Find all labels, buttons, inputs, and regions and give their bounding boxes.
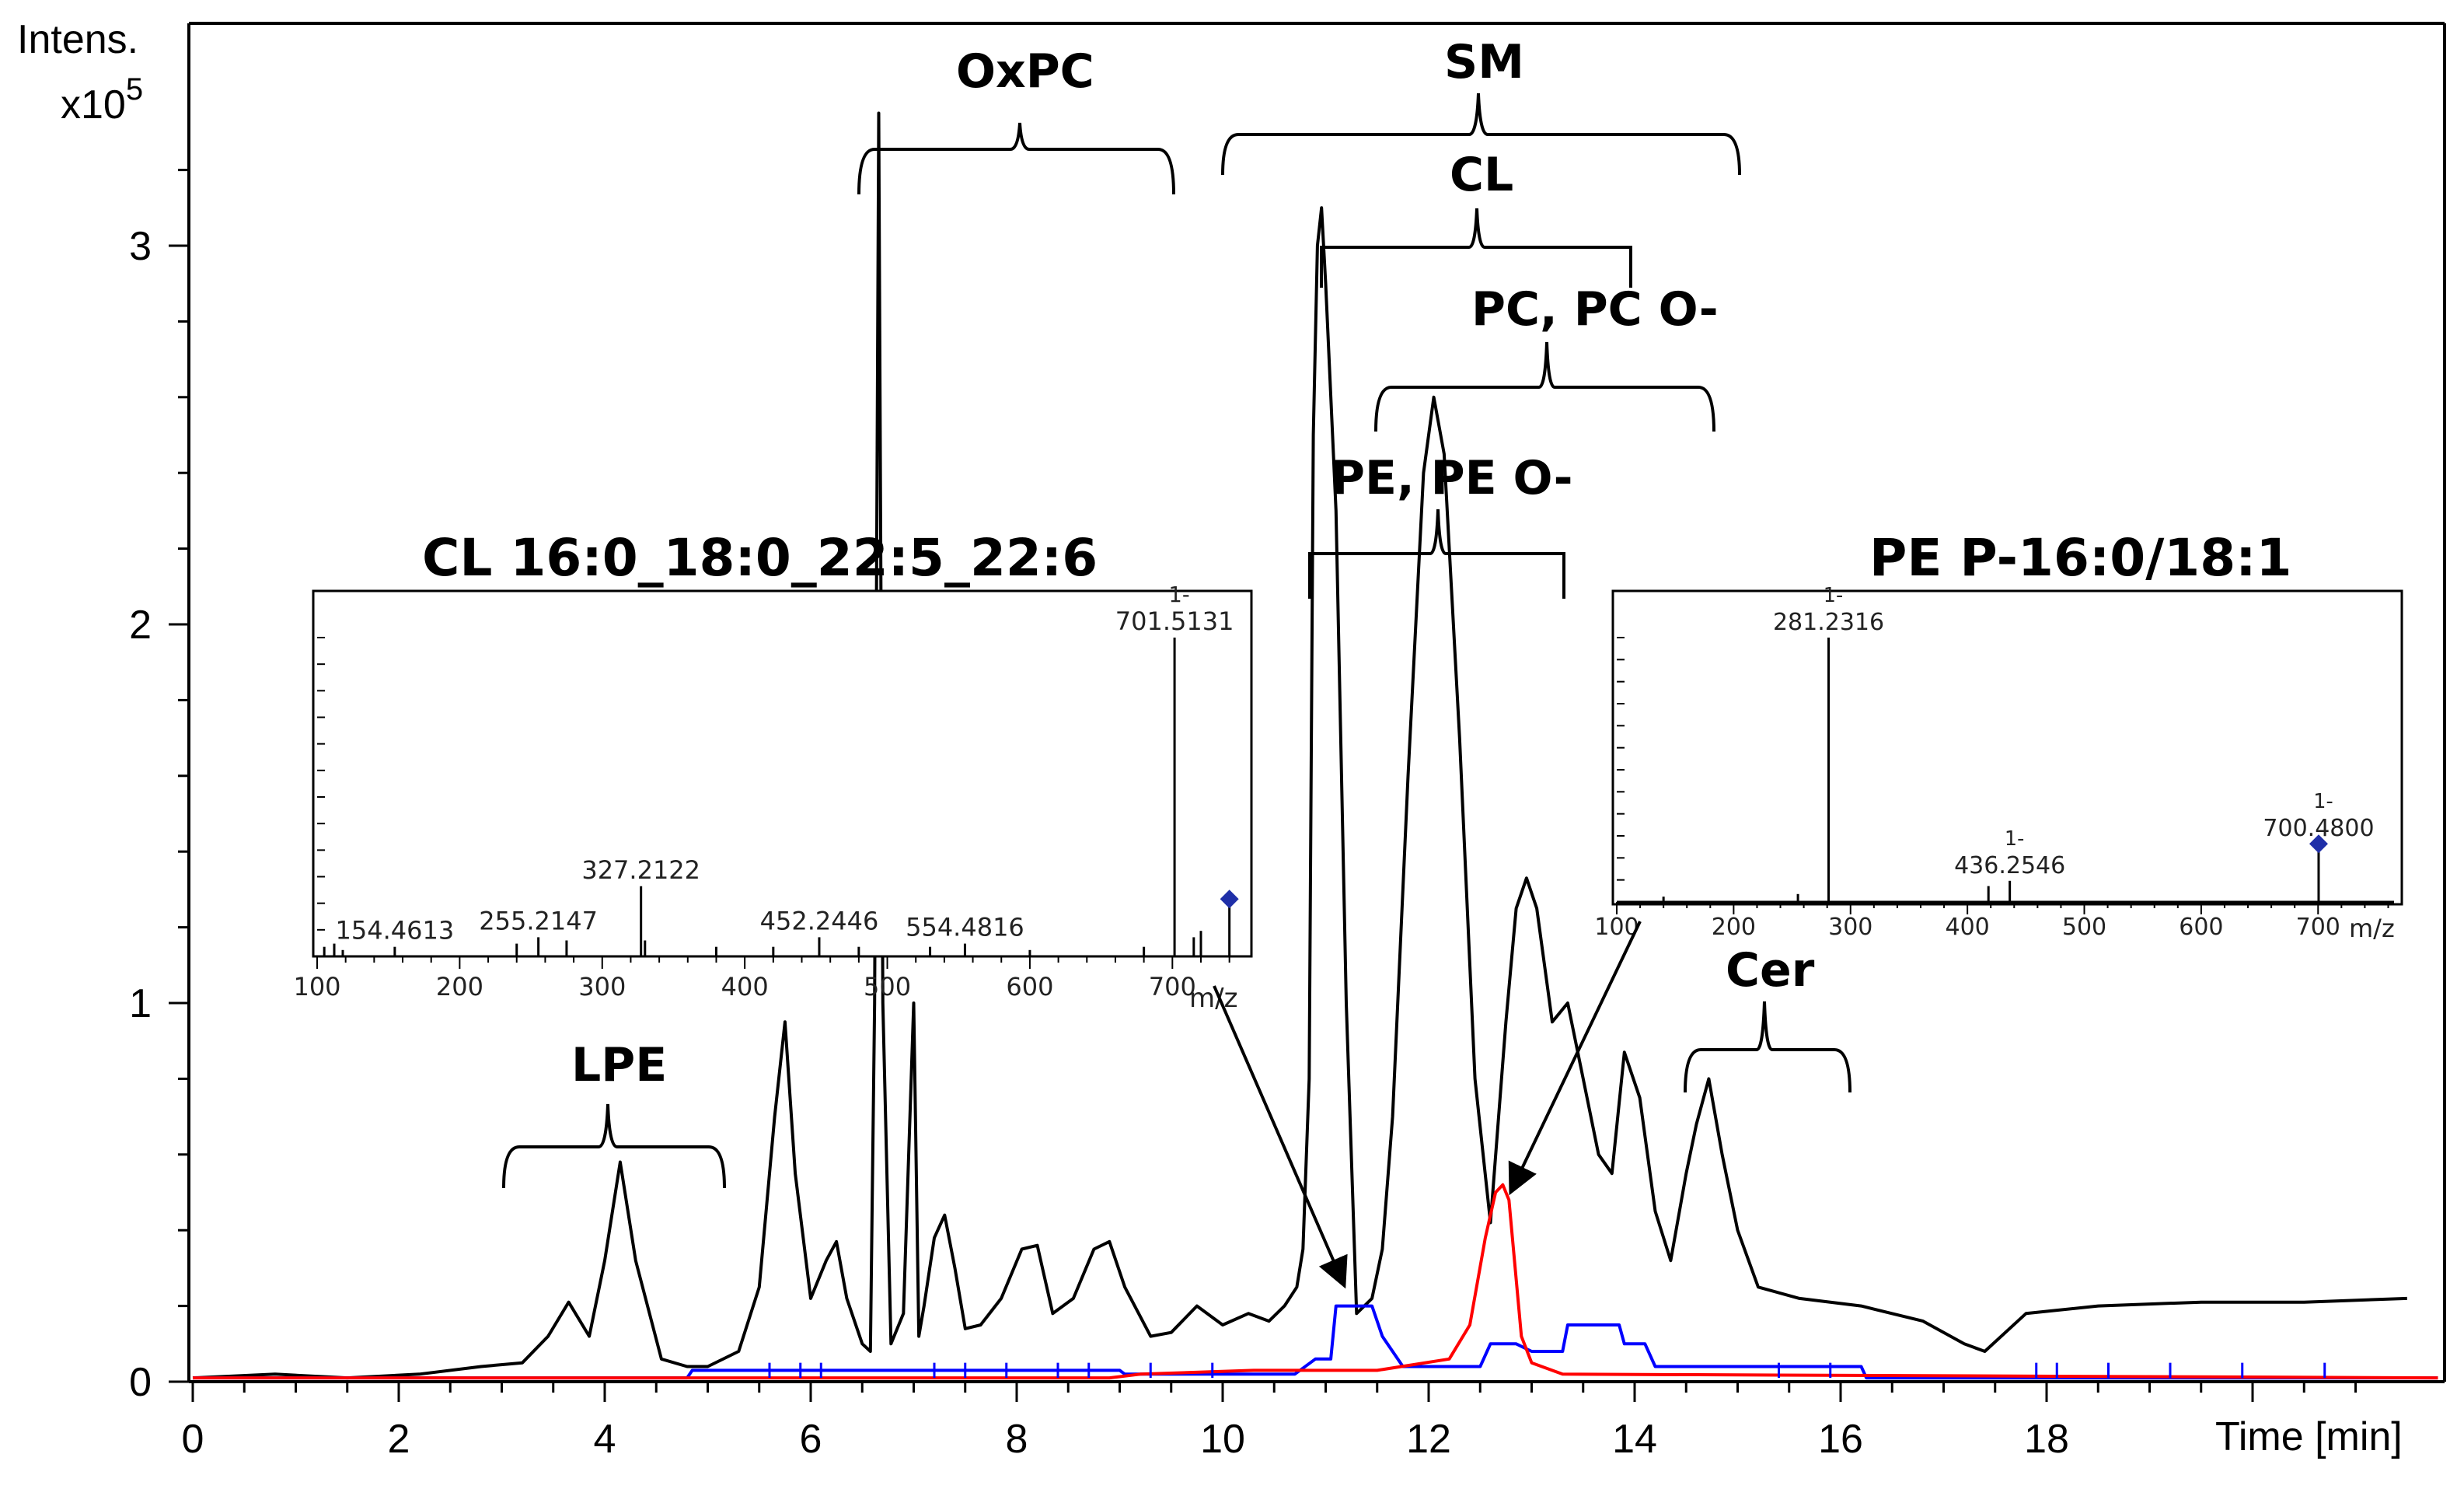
- inset-peak-label: 327.2122: [581, 855, 700, 885]
- y-axis-unit: x105: [61, 72, 143, 128]
- inset-peak-charge: 1-: [1169, 583, 1190, 607]
- bracket-lpe: [502, 1103, 726, 1189]
- inset-x-tick-label: 200: [1712, 914, 1756, 941]
- inset-peak-label: 436.2546: [1954, 852, 2065, 879]
- inset-x-tick-label: 600: [2179, 914, 2223, 941]
- x-ticks: 0 2 4 6 8 10 12 14 16 18: [182, 1382, 2357, 1462]
- inset-left-marks: 100 200 300 400 500 600 700 154.4613 255.2147 327…: [293, 583, 1244, 1001]
- inset-left-spectrum: CL 16:0_18:0_22:5_22:6 m/z 100 200 300 400 5…: [293, 528, 1253, 1014]
- inset-x-tick-label: 300: [578, 972, 626, 1001]
- inset-peak-label: 554.4816: [906, 913, 1024, 942]
- label-lpe: LPE: [571, 1038, 667, 1092]
- inset-x-tick-label: 700: [2296, 914, 2340, 941]
- label-oxpc: OxPC: [956, 44, 1094, 99]
- inset-left-frame: [312, 589, 1253, 958]
- x-tick-label: 18: [2024, 1417, 2069, 1462]
- inset-x-tick-label: 500: [864, 972, 911, 1001]
- x-tick-label: 2: [388, 1417, 410, 1462]
- inset-right-xlabel: m/z: [2349, 914, 2395, 943]
- inset-peak-label: 452.2446: [760, 906, 879, 935]
- bracket-pc: [1374, 341, 1715, 432]
- inset-right-marks: 100 200 300 400 500 600 7001-281.23161-436.254…: [1594, 584, 2394, 941]
- series-line-eic-cl: [193, 1304, 2438, 1380]
- x-tick-label: 12: [1406, 1417, 1451, 1462]
- y-axis-unit-exponent: 5: [126, 72, 143, 107]
- inset-right-title: PE P-16:0/18:1: [1869, 528, 2291, 588]
- x-tick-label: 8: [1006, 1417, 1028, 1462]
- bracket-sm: [1221, 93, 1741, 176]
- inset-peak-label: 701.5131: [1115, 606, 1234, 636]
- arrow-cl-to-eic: [1213, 985, 1348, 1289]
- inset-x-tick-label: 200: [436, 972, 483, 1001]
- inset-right-spectrum: PE P-16:0/18:1 m/z 100 200 300 400 500 600 700…: [1594, 528, 2403, 943]
- x-axis-title: Time [min]: [2215, 1414, 2403, 1459]
- label-cl: CL: [1450, 148, 1513, 202]
- inset-peak-label: 154.4613: [336, 916, 455, 945]
- inset-peak-charge: 1-: [2005, 827, 2024, 851]
- x-tick-label: 4: [594, 1417, 616, 1462]
- x-tick-label: 0: [182, 1417, 204, 1462]
- inset-peak-charge: 1-: [2313, 790, 2333, 813]
- y-tick-label: 0: [129, 1360, 152, 1405]
- precursor-diamond-icon: [2309, 834, 2328, 854]
- y-tick-label: 3: [129, 224, 152, 269]
- series-line-eic-pe: [193, 1183, 2438, 1380]
- inset-x-tick-label: 600: [1006, 972, 1053, 1001]
- bracket-pe: [1308, 509, 1565, 599]
- inset-x-tick-label: 400: [1945, 914, 1989, 941]
- baseline-noise: [768, 1362, 2326, 1379]
- label-pe: PE, PE O-: [1331, 451, 1573, 505]
- series-line-bpc: [192, 111, 2407, 1380]
- precursor-diamond-icon: [1220, 890, 1239, 909]
- x-tick-label: 10: [1200, 1417, 1245, 1462]
- bracket-cer: [1684, 1001, 1851, 1093]
- y-tick-label: 1: [129, 981, 152, 1026]
- bracket-cl: [1320, 208, 1632, 288]
- inset-peak-label: 255.2147: [479, 906, 598, 935]
- label-sm: SM: [1444, 35, 1524, 89]
- label-pc: PC, PC O-: [1471, 282, 1719, 337]
- inset-x-tick-label: 700: [1149, 972, 1196, 1001]
- x-tick-label: 6: [800, 1417, 822, 1462]
- x-tick-label: 14: [1612, 1417, 1657, 1462]
- y-axis-title: Intens.: [17, 17, 138, 62]
- inset-x-tick-label: 500: [2062, 914, 2106, 941]
- y-tick-label: 2: [129, 603, 152, 648]
- inset-x-tick-label: 400: [721, 972, 769, 1001]
- inset-x-tick-label: 300: [1828, 914, 1872, 941]
- y-ticks: 0 1 2 3: [129, 169, 189, 1405]
- y-axis-unit-base: x10: [61, 82, 126, 128]
- x-tick-label: 16: [1818, 1417, 1863, 1462]
- label-cer: Cer: [1726, 943, 1815, 998]
- inset-right-frame: [1611, 589, 2403, 906]
- inset-x-tick-label: 100: [293, 972, 340, 1001]
- bracket-oxpc: [857, 122, 1175, 195]
- inset-peak-label: 281.2316: [1773, 609, 1884, 636]
- inset-left-title: CL 16:0_18:0_22:5_22:6: [422, 528, 1098, 588]
- inset-peak-charge: 1-: [1824, 584, 1843, 607]
- arrow-pe-to-eic: [1508, 921, 1642, 1196]
